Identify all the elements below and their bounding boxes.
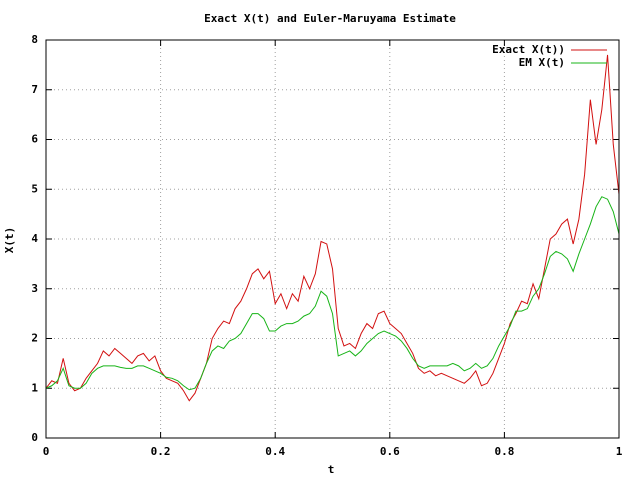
- x-tick-label: 0.4: [265, 445, 285, 458]
- x-tick-label: 0.2: [151, 445, 171, 458]
- y-tick-label: 0: [31, 431, 38, 444]
- x-tick-label: 0: [43, 445, 50, 458]
- plot-border: [45, 39, 620, 439]
- y-tick-label: 4: [31, 232, 38, 245]
- y-tick-label: 7: [31, 83, 38, 96]
- y-tick-label: 3: [31, 282, 38, 295]
- y-tick-label: 2: [31, 332, 38, 345]
- x-axis-label: t: [328, 463, 335, 476]
- y-tick-label: 8: [31, 33, 38, 46]
- data-line: [45, 196, 620, 391]
- x-tick-label: 1: [616, 445, 623, 458]
- legend-label: Exact X(t)): [492, 43, 565, 56]
- y-tick-label: 5: [31, 182, 38, 195]
- y-axis-label: X(t): [3, 227, 16, 254]
- chart-title: Exact X(t) and Euler-Maruyama Estimate: [204, 12, 456, 25]
- y-tick-label: 6: [31, 133, 38, 146]
- x-tick-label: 0.8: [494, 445, 514, 458]
- x-tick-label: 0.6: [380, 445, 400, 458]
- legend-label: EM X(t): [519, 56, 565, 69]
- data-line: [45, 54, 620, 402]
- y-tick-label: 1: [31, 381, 38, 394]
